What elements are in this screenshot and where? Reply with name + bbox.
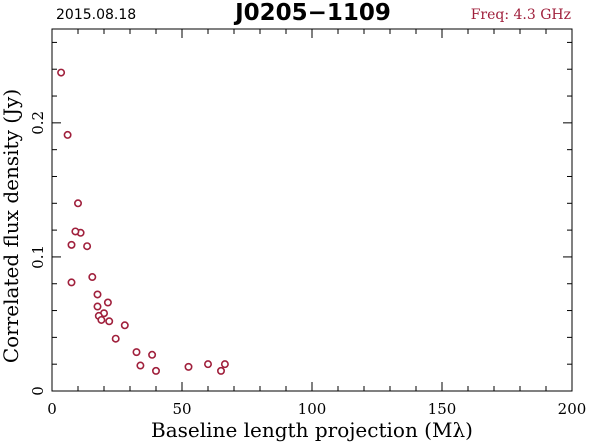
data-point xyxy=(111,334,120,343)
source-title: J0205−1109 xyxy=(233,0,391,26)
data-point xyxy=(67,278,76,287)
data-point xyxy=(71,227,80,236)
data-point xyxy=(120,321,129,330)
x-tick-label: 200 xyxy=(558,400,587,418)
x-tick-label: 100 xyxy=(298,400,327,418)
data-point xyxy=(93,302,102,311)
plot-frame xyxy=(51,28,573,392)
frequency-label: Freq: 4.3 GHz xyxy=(471,7,571,23)
data-point xyxy=(132,348,141,357)
data-point xyxy=(103,298,112,307)
y-axis-label: Correlated flux density (Jy) xyxy=(0,89,23,363)
x-tick-label: 150 xyxy=(428,400,457,418)
data-point xyxy=(97,315,106,324)
data-point xyxy=(63,130,72,139)
x-tick-label: 50 xyxy=(172,400,191,418)
data-point xyxy=(105,317,114,326)
data-point xyxy=(88,273,97,282)
y-tick-label: 0.1 xyxy=(29,245,47,269)
y-tick-label: 0.2 xyxy=(29,111,47,135)
data-point xyxy=(148,350,157,359)
data-point xyxy=(93,290,102,299)
data-point xyxy=(217,366,226,375)
x-axis-label: Baseline length projection (Mλ) xyxy=(151,418,473,442)
y-tick-labels: 0 0.1 0.2 xyxy=(29,111,47,396)
data-point xyxy=(184,362,193,371)
data-point xyxy=(74,199,83,208)
data-point xyxy=(57,68,66,77)
data-point xyxy=(220,360,229,369)
x-tick-label: 0 xyxy=(47,400,57,418)
y-tick-label: 0 xyxy=(29,386,47,396)
data-point xyxy=(136,361,145,370)
data-point xyxy=(83,242,92,251)
date-label: 2015.08.18 xyxy=(56,7,136,23)
data-point xyxy=(152,366,161,375)
x-tick-labels: 0 50 100 150 200 xyxy=(47,400,586,418)
data-points xyxy=(57,68,229,375)
data-point xyxy=(204,360,213,369)
axis-ticks xyxy=(51,29,573,392)
data-point xyxy=(67,240,76,249)
